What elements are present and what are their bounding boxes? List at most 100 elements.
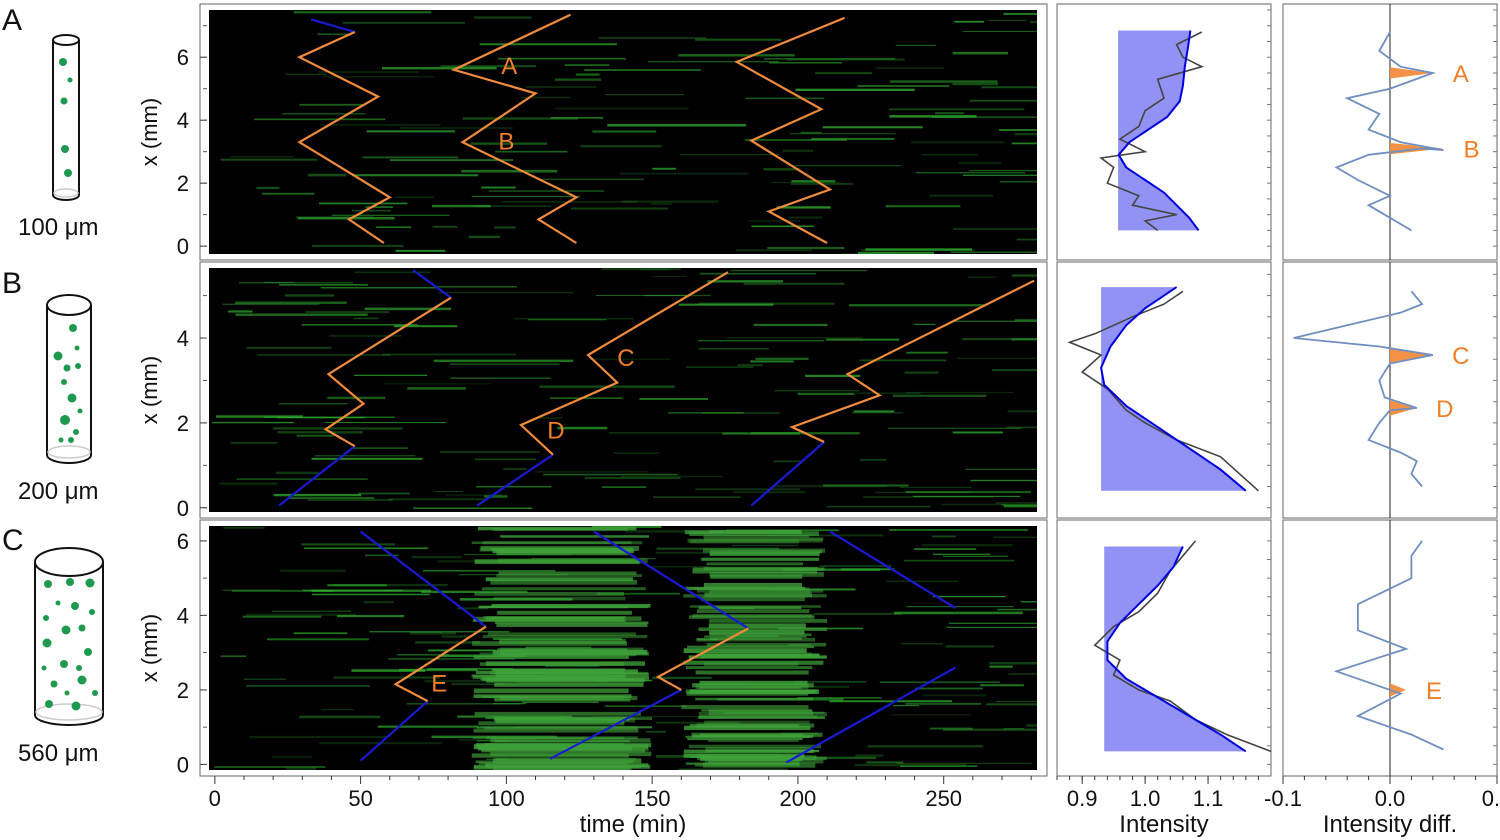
diff-peak-label: D xyxy=(1436,396,1453,423)
kymo-streak xyxy=(727,337,863,339)
kymo-streak xyxy=(905,702,981,705)
kymo-streak xyxy=(823,484,909,487)
kymo-dense-band xyxy=(480,605,649,609)
kymo-streak xyxy=(333,676,440,679)
kymo-streak xyxy=(459,598,573,601)
kymo-blue-path xyxy=(549,688,682,760)
kymo-streak xyxy=(1026,724,1037,727)
kymo-streak xyxy=(305,311,390,313)
kymo-dense-band xyxy=(494,621,649,624)
kymo-streak xyxy=(797,392,855,395)
kymo-dense-band xyxy=(683,660,824,665)
kymo-streak xyxy=(275,471,319,475)
kymo-streak xyxy=(354,271,431,274)
kymo-streak xyxy=(438,291,574,294)
y-tick-label: 0 xyxy=(177,234,189,259)
kymo-streak xyxy=(254,118,386,121)
x-tick-label: 0 xyxy=(209,786,221,811)
kymo-streak xyxy=(285,294,334,297)
x-tick-label: 0.9 xyxy=(1067,786,1098,811)
kymo-streak xyxy=(776,206,831,209)
kymo-streak xyxy=(441,635,469,638)
kymo-dense-band xyxy=(705,747,813,751)
kymo-blue-path xyxy=(593,530,749,630)
kymo-streak xyxy=(952,82,999,86)
kymo-dense-band xyxy=(708,711,814,716)
kymo-streak xyxy=(214,766,326,768)
kymo-dense-band xyxy=(482,676,649,681)
kymo-streak xyxy=(366,130,455,133)
kymo-streak xyxy=(913,495,1021,497)
kymo-streak xyxy=(319,71,419,73)
kymo-streak xyxy=(953,228,1037,230)
kymo-dense-band xyxy=(688,744,822,749)
kymograph-a-y-label: x (mm) xyxy=(137,98,162,166)
kymo-dense-band xyxy=(692,683,814,688)
kymo-streak xyxy=(744,138,847,141)
kymo-streak xyxy=(289,497,375,500)
kymo-streak xyxy=(498,57,626,60)
kymo-streak xyxy=(299,103,364,106)
kymo-streak xyxy=(774,485,887,488)
kymo-dense-band xyxy=(497,648,628,652)
kymo-dense-band xyxy=(704,759,800,765)
diff-peak-fill xyxy=(1390,683,1406,697)
kymo-streak xyxy=(889,80,998,83)
y-tick-label: 2 xyxy=(177,411,189,436)
kymo-streak xyxy=(986,703,1037,706)
kymo-streak xyxy=(946,626,1037,628)
kymo-dense-band xyxy=(487,632,636,636)
kymo-streak xyxy=(963,174,1037,176)
tube-label-b: 200 μm xyxy=(18,478,99,505)
kymo-streak xyxy=(889,714,972,716)
kymo-dense-band xyxy=(703,534,810,538)
kymo-dense-band xyxy=(494,669,638,675)
kymo-streak xyxy=(608,432,748,434)
kymo-streak xyxy=(256,186,280,190)
kymo-streak xyxy=(905,490,1031,494)
kymo-streak xyxy=(382,353,516,356)
kymo-streak xyxy=(539,178,644,180)
kymo-streak xyxy=(1008,673,1037,675)
kymo-streak xyxy=(571,207,668,210)
diff-x-label: Intensity diff. xyxy=(1323,811,1457,838)
kymo-dense-band xyxy=(691,732,823,737)
kymo-streak xyxy=(788,216,823,219)
kymo-dense-band xyxy=(686,666,813,670)
kymo-streak xyxy=(997,608,1037,611)
kymo-streak xyxy=(813,756,877,759)
kymo-streak xyxy=(557,426,608,430)
kymo-streak xyxy=(495,150,568,153)
kymo-streak xyxy=(235,301,347,304)
kymo-streak xyxy=(911,141,1005,144)
kymo-streak xyxy=(222,589,281,591)
kymo-streak xyxy=(434,491,463,493)
kymo-streak xyxy=(364,307,451,311)
kymo-dense-band xyxy=(481,748,646,753)
kymo-blue-path xyxy=(278,445,356,507)
kymo-streak xyxy=(302,589,403,592)
kymo-streak xyxy=(388,658,515,660)
kymo-streak xyxy=(479,43,617,46)
kymo-streak xyxy=(590,358,671,360)
kymo-streak xyxy=(856,392,921,394)
kymo-streak xyxy=(246,613,356,616)
diff-x-axis: -0.1 0.0 0.1 xyxy=(1264,776,1500,811)
kymo-streak xyxy=(819,565,892,567)
kymo-streak xyxy=(782,149,814,153)
kymo-streak xyxy=(592,130,657,133)
kymo-streak xyxy=(888,108,1025,111)
kymo-streak xyxy=(774,390,860,392)
tube-label-c: 560 μm xyxy=(18,740,99,767)
kymo-streak xyxy=(620,475,723,478)
kymo-streak xyxy=(967,276,997,278)
kymo-streak xyxy=(751,225,815,227)
kymo-streak xyxy=(679,154,779,156)
y-tick-label: 4 xyxy=(177,108,189,133)
kymo-streak xyxy=(863,496,994,498)
kymo-streak xyxy=(239,282,353,284)
kymo-streak xyxy=(645,730,667,733)
kymo-streak xyxy=(954,20,984,23)
kymo-streak xyxy=(639,398,708,400)
kymo-streak xyxy=(906,606,1014,608)
